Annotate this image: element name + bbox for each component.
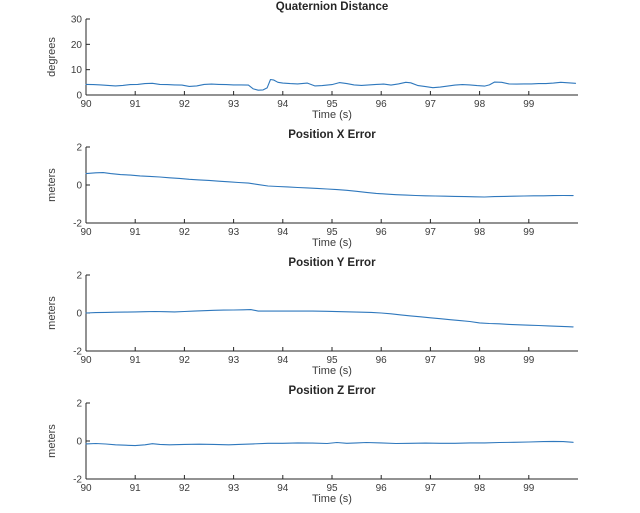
plot-canvas: 90 91 92 93 94 95 96 97 98 99 -2 0 2 (73, 271, 578, 366)
series-line (85, 172, 574, 198)
x-tick-label: 96 (376, 99, 388, 110)
x-tick-label: 93 (228, 483, 240, 494)
x-tick-label: 90 (80, 227, 92, 238)
x-axis-label: Time (s) (312, 237, 352, 249)
x-tick-label: 93 (228, 99, 240, 110)
x-tick-label: 97 (425, 355, 437, 366)
plot-canvas: 90 91 92 93 94 95 96 97 98 99 0 10 20 30 (71, 15, 578, 110)
x-tick-label: 98 (474, 355, 486, 366)
y-axis-label: meters (46, 424, 58, 458)
x-tick-label: 90 (80, 355, 92, 366)
plot-title: Position X Error (288, 129, 376, 141)
x-tick-label: 99 (523, 355, 535, 366)
x-tick-label: 95 (326, 483, 338, 494)
x-tick-label: 99 (523, 99, 535, 110)
x-tick-label: 98 (474, 99, 486, 110)
y-tick-label: 2 (76, 271, 82, 282)
x-tick-label: 99 (523, 483, 535, 494)
x-tick-label: 93 (228, 355, 240, 366)
y-tick-label: 20 (71, 40, 83, 51)
plot-canvas: 90 91 92 93 94 95 96 97 98 99 -2 0 2 (73, 143, 578, 238)
x-tick-label: 97 (425, 227, 437, 238)
x-tick-label: 90 (80, 483, 92, 494)
x-axis-label: Time (s) (312, 493, 352, 505)
y-tick-label: -2 (73, 219, 82, 230)
series-line (85, 78, 577, 91)
x-tick-label: 92 (179, 483, 191, 494)
x-tick-label: 98 (474, 227, 486, 238)
y-tick-label: -2 (73, 347, 82, 358)
x-tick-label: 94 (277, 227, 289, 238)
y-tick-label: -2 (73, 475, 82, 486)
plot-title: Position Y Error (288, 257, 376, 269)
x-tick-label: 96 (376, 355, 388, 366)
x-tick-label: 95 (326, 355, 338, 366)
y-tick-label: 0 (76, 91, 82, 102)
x-tick-label: 91 (130, 227, 142, 238)
y-tick-label: 2 (76, 399, 82, 410)
x-tick-label: 97 (425, 99, 437, 110)
x-tick-label: 99 (523, 227, 535, 238)
plot-title: Quaternion Distance (275, 1, 389, 13)
y-tick-label: 10 (71, 65, 83, 76)
subplot-position-x-error: 90 91 92 93 94 95 96 97 98 99 -2 0 2 Position X Erro… (0, 128, 640, 256)
y-axis-label: meters (46, 168, 58, 202)
plot-canvas: 90 91 92 93 94 95 96 97 98 99 -2 0 2 (73, 399, 578, 494)
x-axis-label: Time (s) (312, 109, 352, 121)
x-tick-label: 97 (425, 483, 437, 494)
y-tick-label: 2 (76, 143, 82, 154)
y-axis-label: degrees (46, 37, 58, 77)
x-tick-label: 94 (277, 99, 289, 110)
x-tick-label: 91 (130, 483, 142, 494)
x-tick-label: 92 (179, 355, 191, 366)
x-tick-label: 94 (277, 355, 289, 366)
x-tick-label: 93 (228, 227, 240, 238)
x-tick-label: 90 (80, 99, 92, 110)
x-tick-label: 94 (277, 483, 289, 494)
y-tick-label: 0 (76, 309, 82, 320)
subplot-quaternion-distance: 90 91 92 93 94 95 96 97 98 99 0 10 20 30 Quaternion D… (0, 0, 640, 128)
subplot-position-z-error: 90 91 92 93 94 95 96 97 98 99 -2 0 2 Position Z Erro… (0, 384, 640, 513)
x-tick-label: 96 (376, 483, 388, 494)
x-tick-label: 96 (376, 227, 388, 238)
series-line (85, 440, 574, 447)
x-tick-label: 98 (474, 483, 486, 494)
y-tick-label: 0 (76, 437, 82, 448)
subplot-position-y-error: 90 91 92 93 94 95 96 97 98 99 -2 0 2 Position Y Erro… (0, 256, 640, 384)
plot-title: Position Z Error (288, 385, 376, 397)
x-axis-label: Time (s) (312, 365, 352, 377)
x-tick-label: 92 (179, 227, 191, 238)
series-line (85, 309, 574, 328)
x-tick-label: 95 (326, 227, 338, 238)
y-tick-label: 30 (71, 15, 83, 26)
x-tick-label: 91 (130, 99, 142, 110)
x-tick-label: 91 (130, 355, 142, 366)
x-tick-label: 95 (326, 99, 338, 110)
y-tick-label: 0 (76, 181, 82, 192)
y-axis-label: meters (46, 296, 58, 330)
x-tick-label: 92 (179, 99, 191, 110)
